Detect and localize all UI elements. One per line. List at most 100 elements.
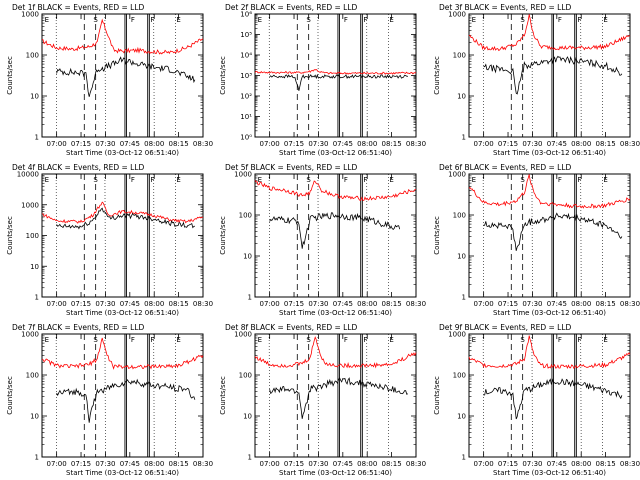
x-tick-label: 07:30 <box>522 140 542 148</box>
y-tick-label: 10 <box>243 253 252 261</box>
plot-frame <box>41 333 204 458</box>
dotted-guide <box>482 333 484 458</box>
x-tick-label: 07:45 <box>333 140 353 148</box>
marker-e: E <box>472 176 476 184</box>
series-lld <box>41 201 204 224</box>
dotted-guide <box>482 13 484 138</box>
x-axis-label: Start Time (03-Oct-12 06:51:40) <box>493 149 606 157</box>
x-tick-label: 08:30 <box>193 300 213 308</box>
y-tick-label: 1000 <box>448 11 466 19</box>
x-tick-label: 07:15 <box>498 460 518 468</box>
y-tick-label: 100 <box>26 232 39 240</box>
series-events <box>269 73 408 91</box>
x-tick-label: 07:30 <box>308 300 328 308</box>
y-tick-label: 10² <box>240 93 252 101</box>
series-lld <box>468 14 631 52</box>
x-tick-label: 08:30 <box>620 460 640 468</box>
y-axis-label: Counts/sec <box>219 376 227 415</box>
series-lld <box>254 69 417 75</box>
plot-frame <box>254 13 417 138</box>
dotted-guide <box>153 333 155 458</box>
series-events <box>56 207 195 230</box>
marker-s: S <box>306 336 311 344</box>
dotted-guide <box>317 173 319 298</box>
chart-svg: Det 6f BLACK = Events, RED = LLD 1 10 100 10… <box>433 163 640 317</box>
y-tick-label: 100 <box>26 52 39 60</box>
x-tick-label: 08:30 <box>193 460 213 468</box>
x-tick-label: 07:45 <box>120 460 140 468</box>
chart-det-7f: Det 7f BLACK = Events, RED = LLD 1 10 100 10… <box>0 320 213 480</box>
x-tick-label: 07:00 <box>47 140 67 148</box>
dotted-guide <box>268 173 270 298</box>
x-tick-label: 08:15 <box>382 300 402 308</box>
dotted-guide <box>531 13 533 138</box>
dotted-guide <box>104 333 106 458</box>
y-axis-label: Counts/sec <box>433 376 441 415</box>
chart-det-3f: Det 3f BLACK = Events, RED = LLD 1 10 100 10… <box>427 0 640 160</box>
chart-title: Det 7f BLACK = Events, RED = LLD <box>12 323 145 332</box>
x-axis-label: Start Time (03-Oct-12 06:51:40) <box>279 309 392 317</box>
series-events <box>483 212 623 251</box>
marker-e: E <box>603 176 607 184</box>
y-tick-label: 10³ <box>240 72 252 80</box>
chart-svg: Det 9f BLACK = Events, RED = LLD 1 10 100 10… <box>433 323 640 477</box>
plot-frame <box>468 13 631 138</box>
dotted-guide <box>104 13 106 138</box>
marker-s: S <box>93 176 98 184</box>
x-tick-label: 08:00 <box>144 300 164 308</box>
marker-s: S <box>93 16 98 24</box>
dotted-guide <box>366 13 368 138</box>
chart-svg: Det 2f BLACK = Events, RED = LLD 10⁰ 10¹ 10… <box>219 3 426 157</box>
x-tick-label: 07:15 <box>498 300 518 308</box>
x-tick-label: 08:30 <box>406 140 426 148</box>
y-tick-label: 1 <box>462 134 466 142</box>
x-tick-label: 08:15 <box>169 140 189 148</box>
chart-svg: Det 7f BLACK = Events, RED = LLD 1 10 100 10… <box>6 323 213 477</box>
marker-e: E <box>176 336 180 344</box>
x-tick-label: 07:30 <box>522 300 542 308</box>
marker-f: F <box>131 16 135 24</box>
x-tick-label: 08:15 <box>169 300 189 308</box>
series-lld <box>468 335 631 370</box>
y-tick-label: 1000 <box>21 331 39 339</box>
marker-e: E <box>472 336 476 344</box>
x-tick-label: 07:15 <box>284 140 304 148</box>
y-tick-label: 10 <box>457 413 466 421</box>
y-axis-label: Counts/sec <box>433 216 441 255</box>
x-tick-label: 07:00 <box>260 300 280 308</box>
y-tick-label: 10000 <box>17 171 39 179</box>
y-tick-label: 100 <box>239 372 252 380</box>
marker-s: S <box>520 176 525 184</box>
y-tick-label: 10⁰ <box>240 134 252 142</box>
chart-title: Det 3f BLACK = Events, RED = LLD <box>439 3 572 12</box>
x-tick-label: 07:30 <box>95 300 115 308</box>
dotted-guide <box>317 333 319 458</box>
y-tick-label: 10 <box>457 93 466 101</box>
x-tick-label: 07:15 <box>498 140 518 148</box>
marker-e: E <box>258 336 262 344</box>
x-tick-label: 08:15 <box>596 300 616 308</box>
y-tick-label: 1 <box>35 134 39 142</box>
y-tick-label: 1000 <box>448 171 466 179</box>
y-tick-label: 10 <box>243 413 252 421</box>
x-tick-label: 07:45 <box>547 460 567 468</box>
chart-svg: Det 5f BLACK = Events, RED = LLD 1 10 100 10… <box>219 163 426 317</box>
x-tick-label: 07:00 <box>474 460 494 468</box>
series-lld <box>468 174 631 209</box>
marker-f: F <box>344 176 348 184</box>
marker-f: F <box>363 336 367 344</box>
marker-e: E <box>45 16 49 24</box>
marker-f: F <box>558 16 562 24</box>
x-axis-label: Start Time (03-Oct-12 06:51:40) <box>66 149 179 157</box>
marker-f: F <box>363 16 367 24</box>
y-tick-label: 1000 <box>234 171 252 179</box>
marker-e: E <box>603 16 607 24</box>
plot-frame <box>254 173 417 298</box>
x-tick-label: 08:00 <box>357 460 377 468</box>
x-tick-label: 07:15 <box>71 140 91 148</box>
dotted-guide <box>268 333 270 458</box>
x-tick-label: 07:15 <box>71 460 91 468</box>
marker-s: S <box>520 336 525 344</box>
dotted-guide <box>580 173 582 298</box>
series-lld <box>254 180 417 201</box>
